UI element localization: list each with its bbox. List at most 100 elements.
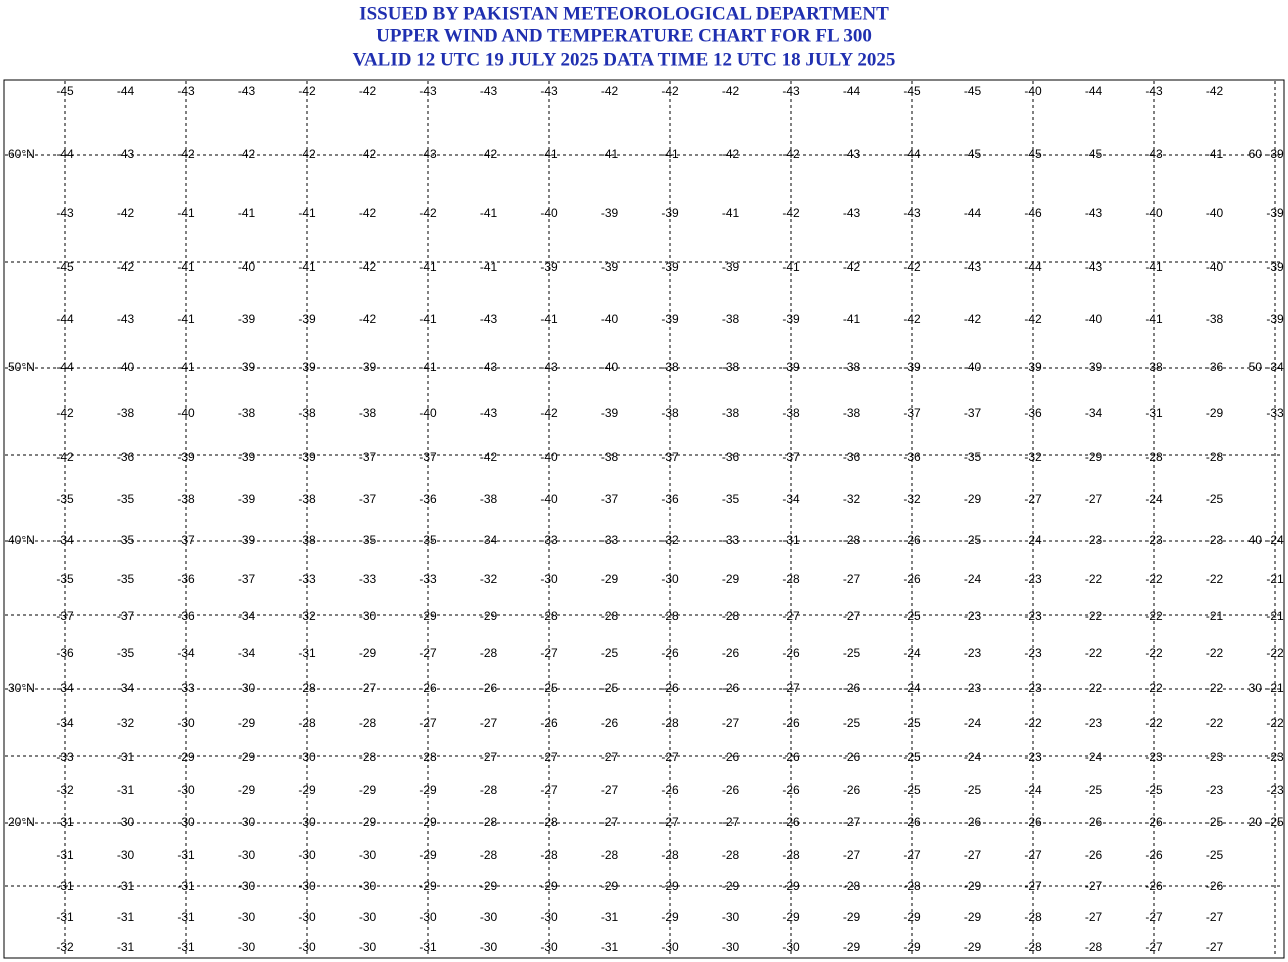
temperature: -34	[56, 533, 74, 547]
temperature: -45	[1024, 147, 1042, 161]
temperature: -30	[480, 940, 498, 954]
temperature: -25	[1145, 783, 1163, 797]
temperature: -46	[1024, 206, 1042, 220]
temperature: -23	[1206, 783, 1224, 797]
temperature: -27	[722, 716, 740, 730]
temperature: -37	[359, 492, 377, 506]
temperature: -38	[601, 450, 619, 464]
temperature: -26	[782, 750, 800, 764]
latitude-label: 20	[1249, 815, 1263, 829]
temperature: -33	[601, 533, 619, 547]
temperature: -21	[1266, 681, 1284, 695]
temperature: -36	[661, 492, 679, 506]
temperature: -25	[601, 646, 619, 660]
temperature: -35	[419, 533, 437, 547]
temperature: -44	[1085, 84, 1103, 98]
temperature: -42	[359, 84, 377, 98]
temperature: -26	[782, 815, 800, 829]
temperature: -37	[419, 450, 437, 464]
temperature: -24	[903, 646, 921, 660]
temperature: -31	[298, 646, 316, 660]
temperature: -39	[782, 312, 800, 326]
temperature: -34	[177, 646, 195, 660]
temperature: -21	[1266, 572, 1284, 586]
temperature: -27	[601, 750, 619, 764]
temperature: -28	[903, 879, 921, 893]
latitude-label: 20°N	[8, 815, 35, 829]
temperature: -43	[480, 84, 498, 98]
temperature: -24	[1145, 492, 1163, 506]
temperature: -28	[1206, 450, 1224, 464]
temperature: -39	[238, 533, 256, 547]
latitude-label: 30	[1249, 681, 1263, 695]
latitude-label: 50°N	[8, 360, 35, 374]
temperature: -30	[117, 848, 135, 862]
temperature: -32	[480, 572, 498, 586]
temperature: -23	[1085, 533, 1103, 547]
temperature: -31	[117, 940, 135, 954]
temperature: -44	[903, 147, 921, 161]
temperature: -40	[1024, 84, 1042, 98]
temperature: -22	[1145, 646, 1163, 660]
temperature: -35	[117, 646, 135, 660]
temperature: -43	[782, 84, 800, 98]
temperature: -30	[782, 940, 800, 954]
temperature: -22	[1206, 572, 1224, 586]
temperature: -23	[1024, 609, 1042, 623]
temperature: -42	[419, 206, 437, 220]
temperature: -35	[56, 572, 74, 586]
temperature: -45	[964, 84, 982, 98]
temperature: -21	[1206, 609, 1224, 623]
temperature: -39	[298, 312, 316, 326]
temperature: -40	[540, 492, 558, 506]
temperature: -25	[964, 533, 982, 547]
temperature: -38	[117, 406, 135, 420]
temperature: -39	[601, 206, 619, 220]
temperature: -27	[359, 681, 377, 695]
temperature: -41	[298, 206, 316, 220]
temperature: -23	[1206, 750, 1224, 764]
temperature: -30	[359, 848, 377, 862]
latitude-label: 60	[1249, 147, 1263, 161]
temperature: -42	[782, 147, 800, 161]
temperature: -45	[56, 260, 74, 274]
temperature: -37	[782, 450, 800, 464]
temperature: -38	[177, 492, 195, 506]
temperature: -29	[238, 783, 256, 797]
temperature: -30	[238, 815, 256, 829]
temperature: -43	[540, 84, 558, 98]
temperature: -27	[540, 750, 558, 764]
temperature: -42	[117, 206, 135, 220]
temperature: -26	[480, 681, 498, 695]
temperature: -29	[843, 910, 861, 924]
temperature: -28	[480, 646, 498, 660]
temperature: -42	[722, 84, 740, 98]
temperature: -26	[722, 646, 740, 660]
temperature: -28	[359, 750, 377, 764]
temperature: -39	[1024, 360, 1042, 374]
temperature: -39	[661, 260, 679, 274]
temperature: -26	[903, 815, 921, 829]
temperature: -27	[843, 848, 861, 862]
temperature: -37	[56, 609, 74, 623]
temperature: -43	[1085, 260, 1103, 274]
temperature: -27	[1145, 910, 1163, 924]
temperature: -38	[843, 406, 861, 420]
temperature: -28	[1024, 940, 1042, 954]
temperature: -41	[298, 260, 316, 274]
temperature: -39	[1085, 360, 1103, 374]
temperature: -34	[238, 609, 256, 623]
temperature: -29	[661, 879, 679, 893]
temperature: -30	[540, 940, 558, 954]
temperature: -29	[419, 848, 437, 862]
temperature: -22	[1085, 572, 1103, 586]
temperature: -26	[1085, 848, 1103, 862]
temperature: -38	[782, 406, 800, 420]
temperature: -34	[1266, 360, 1284, 374]
temperature: -29	[419, 783, 437, 797]
temperature: -38	[298, 492, 316, 506]
temperature: -42	[843, 260, 861, 274]
temperature: -27	[1024, 879, 1042, 893]
temperature: -42	[480, 147, 498, 161]
temperature: -25	[1206, 492, 1224, 506]
